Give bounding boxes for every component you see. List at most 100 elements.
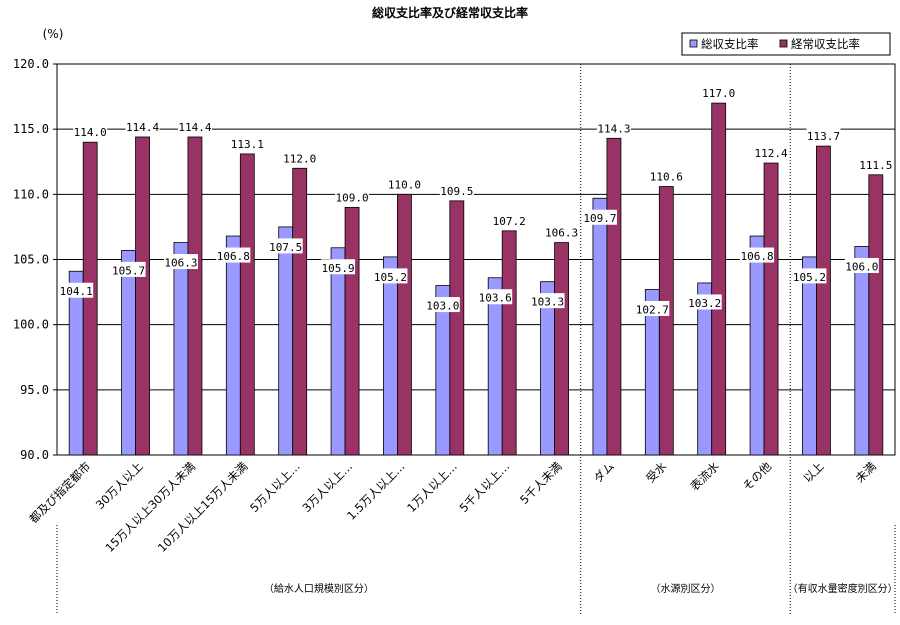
legend-label: 経常収支比率 <box>791 37 860 51</box>
bar-total-ratio <box>121 249 136 456</box>
data-label-background <box>858 156 893 172</box>
bar-ordinary-ratio <box>816 145 831 456</box>
bar-ordinary-ratio <box>606 137 622 456</box>
data-label: 105.2 <box>793 271 826 284</box>
category-label: その他 <box>740 459 775 494</box>
bar-ordinary-ratio <box>187 136 203 456</box>
bar-total-ratio <box>854 246 870 456</box>
data-label-background <box>111 261 146 277</box>
data-label: 110.6 <box>650 171 683 184</box>
data-label: 113.7 <box>807 130 840 143</box>
group-label: （給水人口規模別区分） <box>264 582 374 595</box>
bar-total-ratio <box>592 197 608 456</box>
data-label-background <box>596 119 631 135</box>
data-label-background <box>59 282 94 298</box>
data-label: 107.5 <box>269 241 302 254</box>
category-label: 3万人以上… <box>299 459 355 515</box>
data-label: 114.4 <box>126 121 159 134</box>
data-label: 103.0 <box>426 300 459 313</box>
data-label-background <box>216 247 251 263</box>
data-label: 112.4 <box>755 147 788 160</box>
category-label: ダム <box>591 459 617 485</box>
bar-total-ratio <box>173 242 189 456</box>
data-label: 114.4 <box>178 121 211 134</box>
y-tick-label: 90.0 <box>20 448 49 462</box>
bar-ordinary-ratio <box>711 102 727 456</box>
data-label: 114.3 <box>597 122 630 135</box>
data-label-background <box>321 259 356 275</box>
data-label-background <box>530 293 565 309</box>
category-label: 5万人以上… <box>247 459 303 515</box>
data-label: 107.2 <box>493 215 526 228</box>
y-tick-label: 95.0 <box>20 383 49 397</box>
y-tick-label: 115.0 <box>13 122 49 136</box>
data-label-background <box>387 175 422 191</box>
data-label: 112.0 <box>283 152 316 165</box>
data-label-background <box>282 149 317 165</box>
category-label: 都及び指定都市 <box>26 459 93 526</box>
bar-total-ratio <box>68 270 84 456</box>
category-label: 以上 <box>800 459 826 485</box>
data-label-background <box>792 268 827 284</box>
bar-ordinary-ratio <box>658 186 674 456</box>
legend-label: 総収支比率 <box>701 37 759 51</box>
bar-ordinary-ratio <box>82 141 98 456</box>
data-label: 106.3 <box>164 257 197 270</box>
data-label-background <box>582 209 617 225</box>
data-label: 109.5 <box>440 185 473 198</box>
data-label-background <box>844 257 879 273</box>
data-label-background <box>544 224 579 240</box>
data-label: 103.3 <box>531 296 564 309</box>
data-label-background <box>335 188 370 204</box>
data-label-background <box>754 144 789 160</box>
data-label-background <box>701 84 736 100</box>
legend-swatch <box>779 39 788 48</box>
bar-ordinary-ratio <box>501 230 517 456</box>
group-label: （有収水量密度別区分） <box>788 582 898 595</box>
category-label: 受水 <box>643 459 670 486</box>
data-label: 104.1 <box>60 285 93 298</box>
y-tick-label: 120.0 <box>13 57 49 71</box>
bar-ordinary-ratio <box>344 206 360 456</box>
data-label: 110.0 <box>388 178 421 191</box>
bar-total-ratio <box>278 226 294 456</box>
bar-total-ratio <box>749 235 765 456</box>
category-label: 5千人以上… <box>457 459 513 515</box>
group-label: （水源別区分） <box>651 582 721 595</box>
data-label-background <box>425 297 460 313</box>
bar-ordinary-ratio <box>868 174 884 456</box>
data-label-background <box>635 300 670 316</box>
bar-ordinary-ratio <box>135 136 150 456</box>
data-label-background <box>492 212 527 228</box>
data-label-background <box>740 247 775 263</box>
bar-ordinary-ratio <box>554 242 569 456</box>
data-label-background <box>806 127 841 143</box>
data-labels: 104.1 105.7 106.3 106.8 107.5 105.9 105.2 103.0… <box>59 84 893 316</box>
bar-ordinary-ratio <box>239 153 255 456</box>
data-label-background <box>163 254 198 270</box>
y-axis-unit-label: (%) <box>43 27 64 41</box>
bar-ordinary-ratio <box>763 162 779 456</box>
data-label: 113.1 <box>231 138 264 151</box>
data-label-background <box>177 118 212 134</box>
data-label: 106.8 <box>741 250 774 263</box>
y-tick-label: 100.0 <box>13 318 49 332</box>
data-label: 105.2 <box>374 271 407 284</box>
bar-total-ratio <box>330 247 346 456</box>
bars <box>68 102 884 456</box>
legend: 総収支比率 経常収支比率 <box>681 32 891 56</box>
data-label: 106.0 <box>845 260 878 273</box>
data-label: 106.8 <box>217 250 250 263</box>
data-label: 102.7 <box>636 303 669 316</box>
category-label: 5千人未満 <box>517 459 565 507</box>
chart-title: 総収支比率及び経常収支比率 <box>372 5 528 20</box>
data-label-background <box>478 289 513 305</box>
category-label: 30万人以上 <box>93 459 146 512</box>
category-label: 15万人以上30万人未満 <box>102 459 198 555</box>
data-label: 105.7 <box>112 264 145 277</box>
data-label: 103.6 <box>479 292 512 305</box>
bar-ordinary-ratio <box>397 193 412 456</box>
data-label: 109.7 <box>583 212 616 225</box>
data-label-background <box>230 135 265 151</box>
